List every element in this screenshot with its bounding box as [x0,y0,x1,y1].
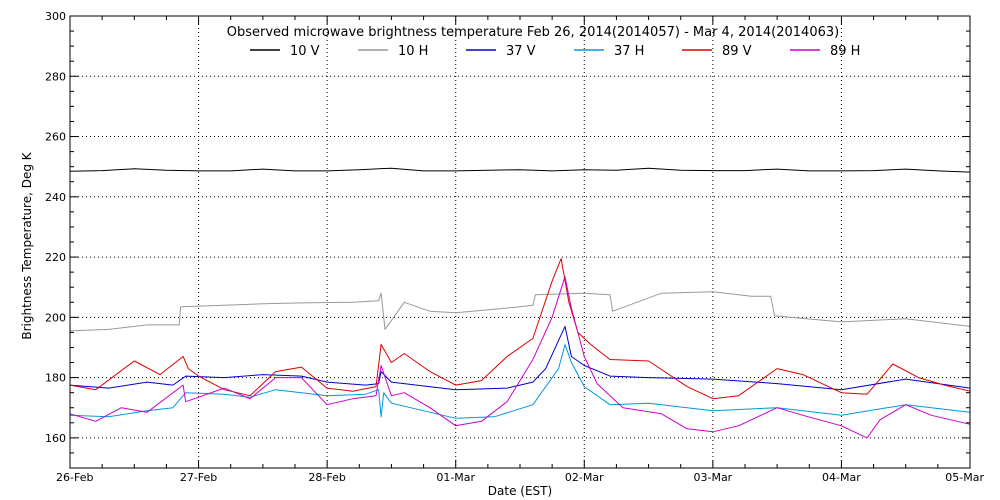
tick-layer: 160 180 200 220 240 260 280 300 26-Feb 27-Feb 28-F… [45,10,984,484]
x-axis-label: Date (EST) [488,484,552,498]
legend-label: 10 V [290,44,320,59]
legend-label: 89 H [830,44,860,59]
legend-label: 37 V [506,44,536,59]
series-line-89h [69,276,971,439]
plot-frame [69,15,971,469]
y-tick-label: 260 [45,131,66,144]
y-tick-label: 300 [45,10,66,23]
y-tick-label: 220 [45,251,66,264]
y-tick-label: 200 [45,311,66,324]
legend-item: 89 H [790,44,860,59]
series-line-10h [69,291,971,332]
legend-label: 37 H [614,44,644,59]
series-layer [69,167,971,439]
legend-label: 89 V [722,44,752,59]
x-tick-label: 27-Feb [180,471,217,484]
x-tick-label: 05-Mar [945,471,984,484]
x-tick-label: 26-Feb [56,471,93,484]
y-tick-label: 160 [45,432,66,445]
legend-label: 10 H [398,44,428,59]
y-tick-label: 180 [45,372,66,385]
legend-item: 10 V [250,44,320,59]
chart-title: Observed microwave brightness temperatur… [227,25,839,40]
legend-item: 37 H [574,44,644,59]
series-line-10v [69,167,971,173]
legend-item: 89 V [682,44,752,59]
x-tick-label: 28-Feb [308,471,345,484]
x-tick-label: 04-Mar [822,471,861,484]
x-tick-label: 03-Mar [693,471,732,484]
series-line-37h [69,344,971,419]
legend: 10 V 10 H 37 V 37 H 89 V 89 H [250,44,860,59]
legend-item: 37 V [466,44,536,59]
y-axis-label: Brightness Temperature, Deg K [20,151,34,339]
y-tick-label: 280 [45,70,66,83]
series-line-89v [69,258,971,400]
x-tick-label: 01-Mar [436,471,475,484]
y-tick-label: 240 [45,191,66,204]
legend-item: 10 H [358,44,428,59]
x-tick-label: 02-Mar [565,471,604,484]
grid-layer [70,16,970,468]
